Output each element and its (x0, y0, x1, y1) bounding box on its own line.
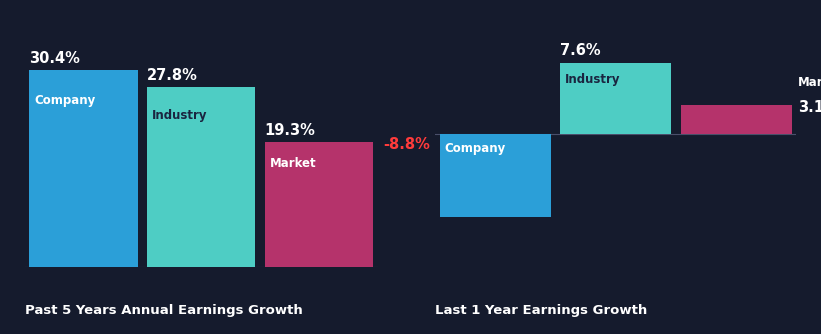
Text: 7.6%: 7.6% (561, 43, 601, 58)
Text: 19.3%: 19.3% (264, 124, 315, 139)
Text: Market: Market (797, 76, 821, 89)
Text: 27.8%: 27.8% (147, 68, 198, 84)
Text: Last 1 Year Earnings Growth: Last 1 Year Earnings Growth (435, 304, 648, 317)
Bar (30, 70, 138, 267)
Text: Industry: Industry (152, 109, 207, 122)
Bar (561, 62, 671, 134)
Text: Company: Company (445, 142, 506, 155)
Text: 30.4%: 30.4% (30, 51, 80, 66)
Bar (440, 134, 551, 217)
Text: 3.1%: 3.1% (797, 100, 821, 115)
Text: Market: Market (269, 157, 316, 170)
Text: Industry: Industry (565, 73, 621, 87)
Bar (681, 105, 791, 134)
Text: Company: Company (34, 94, 95, 107)
Text: Past 5 Years Annual Earnings Growth: Past 5 Years Annual Earnings Growth (25, 304, 302, 317)
Bar (264, 142, 373, 267)
Text: -8.8%: -8.8% (383, 137, 430, 152)
Bar (147, 87, 255, 267)
